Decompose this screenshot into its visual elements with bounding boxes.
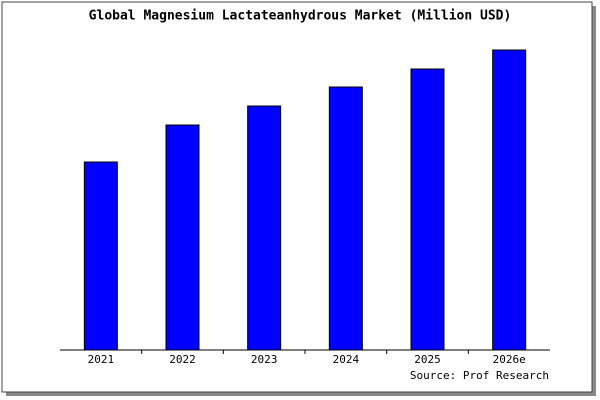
source-note: Source: Prof Research <box>410 369 549 382</box>
x-tick-label: 2026e <box>493 353 526 366</box>
x-tick-label: 2024 <box>333 353 360 366</box>
chart-title: Global Magnesium Lactateanhydrous Market… <box>89 9 512 24</box>
x-tick-label: 2025 <box>414 353 441 366</box>
bar <box>492 49 527 351</box>
bar <box>328 86 363 351</box>
x-tick-label: 2023 <box>251 353 278 366</box>
bar <box>410 68 445 351</box>
x-tick-label: 2021 <box>88 353 115 366</box>
bar <box>165 124 200 351</box>
bar <box>83 161 118 351</box>
x-tick-label: 2022 <box>169 353 196 366</box>
bar <box>247 105 282 351</box>
